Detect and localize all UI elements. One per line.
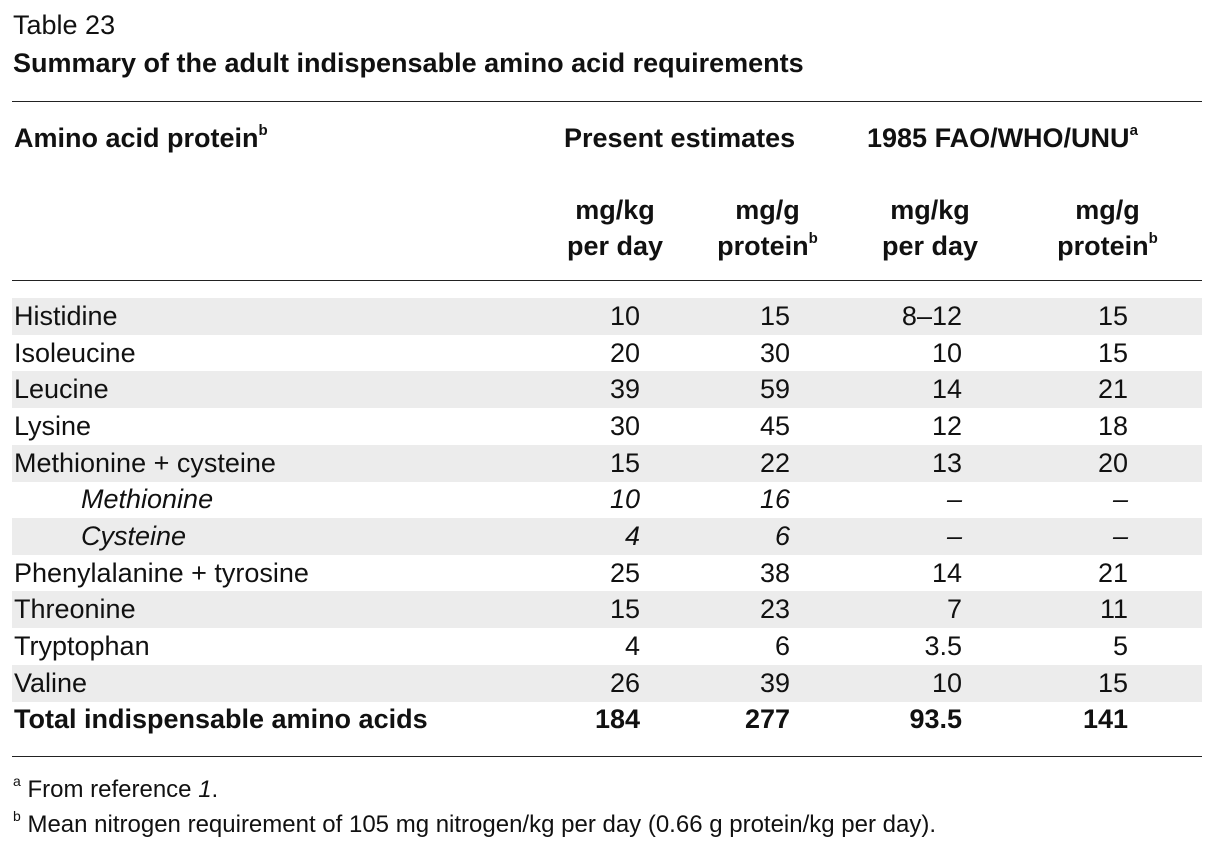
cell-fao-mgkg: – bbox=[946, 484, 962, 514]
cell-fao-mgkg: 14 bbox=[931, 558, 962, 588]
table-row: Tryptophan 4 6 3.5 5 bbox=[12, 628, 1202, 665]
row-name: Leucine bbox=[14, 374, 109, 404]
table-row: Histidine 10 15 8–12 15 bbox=[12, 298, 1202, 335]
table-label: Table 23 bbox=[13, 10, 116, 40]
subheader-present-mgg: mg/g proteinb bbox=[717, 195, 818, 261]
cell-present-mgg: 23 bbox=[759, 594, 790, 624]
total-row: Total indispensable amino acids 184 277 … bbox=[12, 701, 1202, 738]
cell-present-mgg: 6 bbox=[774, 521, 790, 551]
cell-fao-mgg: 21 bbox=[1097, 374, 1128, 404]
header-fao-1985: 1985 FAO/WHO/UNUa bbox=[867, 122, 1138, 153]
cell-present-mgkg: 184 bbox=[594, 704, 640, 734]
cell-present-mgg: 16 bbox=[759, 484, 790, 514]
cell-present-mgg: 59 bbox=[759, 374, 790, 404]
cell-present-mgg: 15 bbox=[759, 301, 790, 331]
subheader-fao-mgg: mg/g proteinb bbox=[1057, 195, 1158, 261]
cell-fao-mgg: 20 bbox=[1097, 448, 1128, 478]
cell-present-mgg: 30 bbox=[759, 338, 790, 368]
cell-fao-mgkg: 10 bbox=[931, 668, 962, 698]
cell-fao-mgg: 15 bbox=[1097, 338, 1128, 368]
header-present-estimates: Present estimates bbox=[564, 123, 796, 153]
table-title: Summary of the adult indispensable amino… bbox=[13, 48, 804, 78]
cell-present-mgkg: 30 bbox=[609, 411, 640, 441]
cell-present-mgkg: 25 bbox=[609, 558, 640, 588]
cell-fao-mgkg: 12 bbox=[931, 411, 962, 441]
footnote-b: b Mean nitrogen requirement of 105 mg ni… bbox=[13, 808, 936, 838]
top-rule bbox=[12, 101, 1202, 102]
cell-present-mgkg: 20 bbox=[609, 338, 640, 368]
cell-present-mgkg: 10 bbox=[609, 301, 640, 331]
table-row: Phenylalanine + tyrosine 25 38 14 21 bbox=[12, 555, 1202, 592]
cell-fao-mgkg: 8–12 bbox=[901, 301, 962, 331]
cell-fao-mgkg: 7 bbox=[946, 594, 962, 624]
cell-fao-mgg: 5 bbox=[1112, 631, 1128, 661]
cell-fao-mgg: – bbox=[1112, 484, 1128, 514]
cell-fao-mgkg: – bbox=[946, 521, 962, 551]
cell-fao-mgg: 141 bbox=[1082, 704, 1128, 734]
row-name: Lysine bbox=[14, 411, 92, 441]
cell-fao-mgg: 11 bbox=[1099, 594, 1128, 624]
row-name: Valine bbox=[14, 668, 88, 698]
cell-fao-mgg: 21 bbox=[1097, 558, 1128, 588]
cell-fao-mgkg: 3.5 bbox=[924, 631, 962, 661]
bottom-rule bbox=[12, 756, 1202, 757]
cell-fao-mgg: – bbox=[1112, 521, 1128, 551]
table-row: Cysteine 4 6 – – bbox=[12, 518, 1202, 555]
table-row: Lysine 30 45 12 18 bbox=[12, 408, 1202, 445]
row-name: Isoleucine bbox=[14, 338, 136, 368]
row-name: Cysteine bbox=[81, 521, 187, 551]
cell-fao-mgkg: 13 bbox=[931, 448, 962, 478]
header-amino-acid: Amino acid proteinb bbox=[14, 122, 268, 153]
cell-present-mgg: 45 bbox=[759, 411, 790, 441]
cell-fao-mgkg: 14 bbox=[931, 374, 962, 404]
cell-present-mgkg: 10 bbox=[609, 484, 640, 514]
table-row: Methionine 10 16 – – bbox=[12, 481, 1202, 518]
row-name: Phenylalanine + tyrosine bbox=[14, 558, 309, 588]
row-name: Threonine bbox=[14, 594, 136, 624]
cell-present-mgkg: 4 bbox=[624, 631, 640, 661]
cell-present-mgg: 38 bbox=[759, 558, 790, 588]
cell-present-mgg: 39 bbox=[759, 668, 790, 698]
row-name: Methionine bbox=[81, 484, 214, 514]
cell-present-mgkg: 4 bbox=[624, 521, 640, 551]
cell-present-mgg: 6 bbox=[774, 631, 790, 661]
cell-present-mgkg: 26 bbox=[609, 668, 640, 698]
cell-present-mgkg: 15 bbox=[609, 448, 640, 478]
row-name: Tryptophan bbox=[14, 631, 150, 661]
cell-fao-mgg: 15 bbox=[1097, 301, 1128, 331]
subheader-present-mgkg: mg/kg per day bbox=[566, 195, 664, 261]
cell-fao-mgg: 18 bbox=[1097, 411, 1128, 441]
table-row: Methionine + cysteine 15 22 13 20 bbox=[12, 445, 1202, 482]
cell-fao-mgkg: 10 bbox=[931, 338, 962, 368]
cell-present-mgg: 22 bbox=[759, 448, 790, 478]
subheader-fao-mgkg: mg/kg per day bbox=[881, 195, 979, 261]
row-name: Total indispensable amino acids bbox=[14, 704, 428, 734]
cell-present-mgkg: 15 bbox=[609, 594, 640, 624]
cell-fao-mgkg: 93.5 bbox=[909, 704, 962, 734]
cell-present-mgg: 277 bbox=[744, 704, 790, 734]
table-row: Valine 26 39 10 15 bbox=[12, 665, 1202, 702]
cell-fao-mgg: 15 bbox=[1097, 668, 1128, 698]
cell-present-mgkg: 39 bbox=[609, 374, 640, 404]
footnote-a: a From reference 1. bbox=[13, 773, 219, 803]
row-name: Methionine + cysteine bbox=[14, 448, 276, 478]
header-rule bbox=[12, 280, 1202, 281]
table-row: Threonine 15 23 7 11 bbox=[12, 591, 1202, 628]
row-name: Histidine bbox=[14, 301, 118, 331]
table-row: Leucine 39 59 14 21 bbox=[12, 371, 1202, 408]
table-row: Isoleucine 20 30 10 15 bbox=[12, 335, 1202, 372]
